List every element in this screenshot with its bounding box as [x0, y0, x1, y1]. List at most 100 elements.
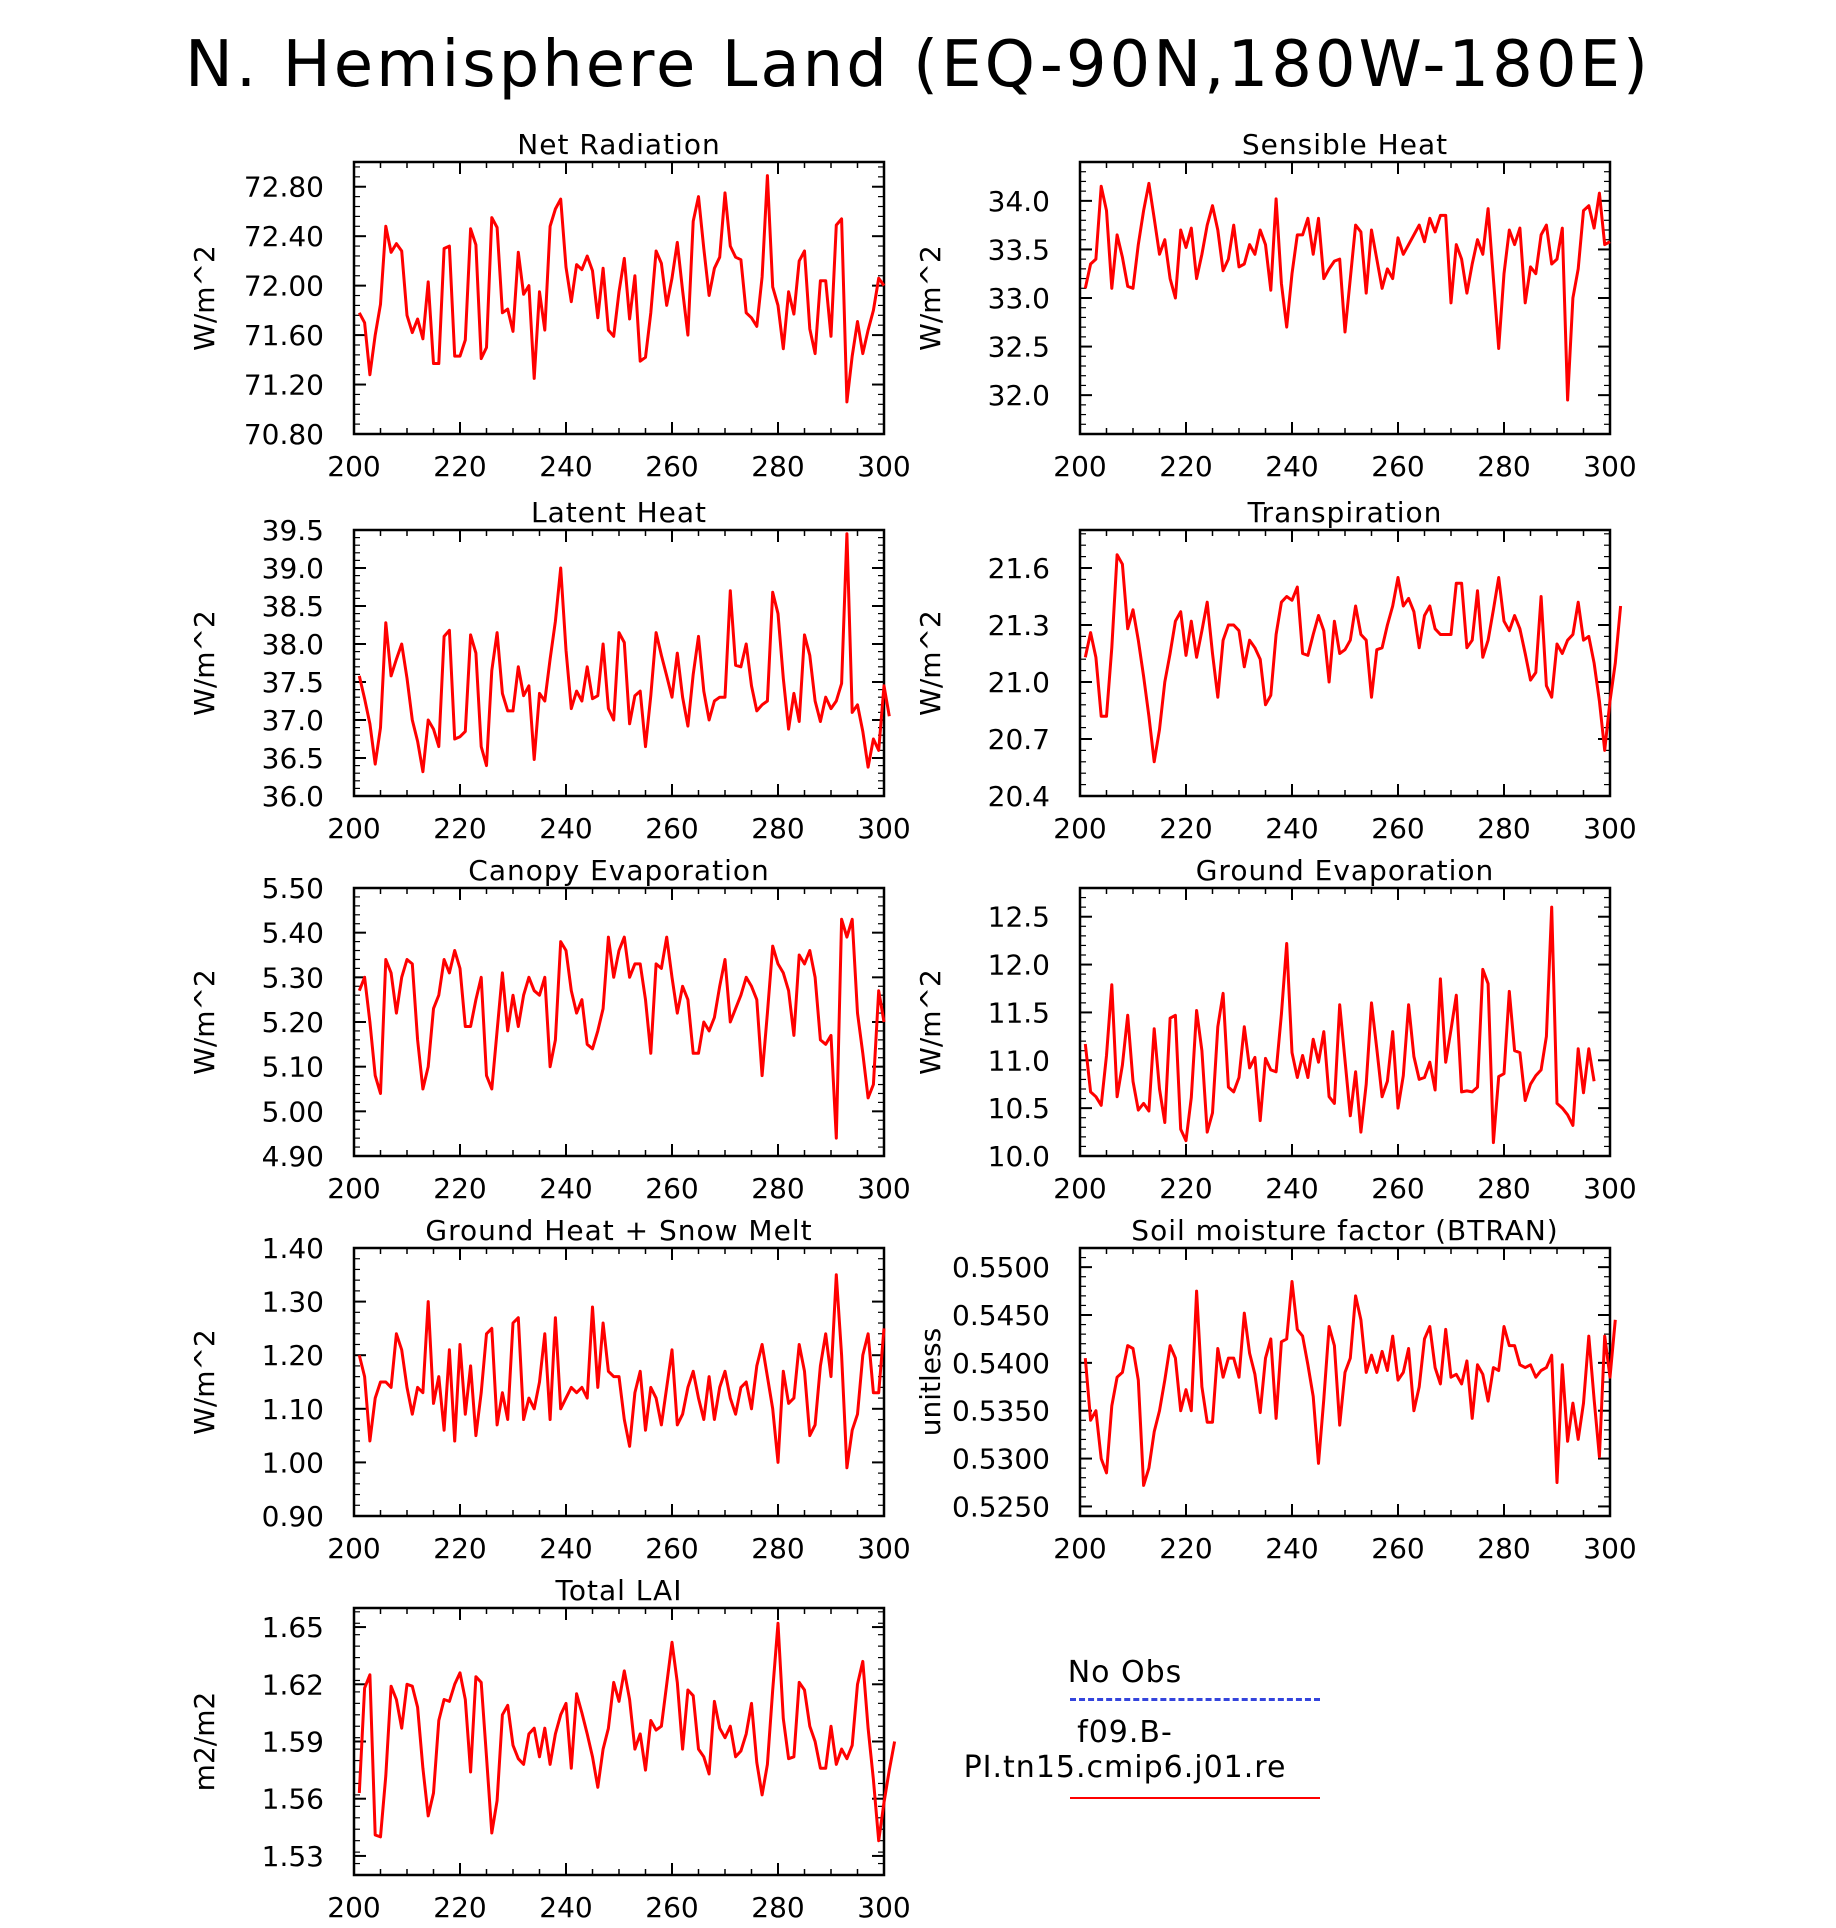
y-tick-label: 34.0	[988, 185, 1050, 218]
x-tick-label: 280	[751, 1532, 804, 1565]
y-tick-label: 72.80	[244, 171, 324, 204]
legend-model-label: f09.B-PI.tn15.cmip6.j01.re	[963, 1715, 1287, 1785]
x-tick-label: 280	[751, 1891, 804, 1924]
y-tick-label: 32.0	[988, 379, 1050, 412]
x-tick-label: 240	[539, 1532, 592, 1565]
y-tick-label: 0.5250	[952, 1490, 1050, 1523]
y-tick-label: 20.4	[988, 780, 1050, 813]
x-tick-label: 280	[1477, 1532, 1530, 1565]
x-tick-label: 200	[327, 1532, 380, 1565]
panel-title: Soil moisture factor (BTRAN)	[1131, 1214, 1558, 1247]
y-tick-label: 20.7	[988, 723, 1050, 756]
y-tick-label: 12.0	[988, 949, 1050, 982]
legend-obs-line	[1070, 1698, 1320, 1701]
x-tick-label: 220	[433, 1891, 486, 1924]
x-tick-label: 200	[327, 450, 380, 483]
x-tick-label: 260	[645, 812, 698, 845]
panel-title: Total LAI	[555, 1574, 683, 1607]
y-tick-label: 1.65	[262, 1611, 324, 1644]
x-tick-label: 220	[1159, 812, 1212, 845]
x-tick-label: 200	[327, 812, 380, 845]
plot-frame	[1078, 528, 1612, 798]
y-axis-label: unitless	[914, 1328, 947, 1436]
y-tick-label: 37.0	[262, 704, 324, 737]
x-tick-label: 280	[751, 1172, 804, 1205]
series-line	[357, 174, 886, 404]
x-tick-label: 300	[1583, 812, 1636, 845]
y-tick-label: 70.80	[244, 418, 324, 451]
y-tick-label: 1.56	[262, 1783, 324, 1816]
y-tick-label: 21.6	[988, 552, 1050, 585]
x-tick-label: 280	[751, 450, 804, 483]
y-tick-label: 71.60	[244, 319, 324, 352]
panel-title: Canopy Evaporation	[468, 854, 769, 887]
x-tick-label: 260	[645, 1891, 698, 1924]
x-tick-label: 280	[751, 812, 804, 845]
x-tick-label: 240	[1265, 450, 1318, 483]
x-tick-label: 260	[1371, 450, 1424, 483]
x-tick-label: 240	[539, 812, 592, 845]
y-tick-label: 5.50	[262, 872, 324, 905]
series-line	[1083, 905, 1596, 1145]
y-axis-label: W/m^2	[188, 1329, 221, 1435]
series-line	[1083, 181, 1611, 402]
y-tick-label: 5.30	[262, 961, 324, 994]
x-tick-label: 220	[433, 1532, 486, 1565]
x-tick-label: 280	[1477, 812, 1530, 845]
y-tick-label: 21.0	[988, 666, 1050, 699]
y-tick-label: 11.0	[988, 1044, 1050, 1077]
x-tick-label: 300	[857, 1532, 910, 1565]
y-tick-label: 39.0	[262, 552, 324, 585]
x-tick-label: 200	[1053, 450, 1106, 483]
y-axis-label: W/m^2	[188, 969, 221, 1075]
panel-title: Transpiration	[1247, 496, 1443, 529]
y-axis-label: W/m^2	[188, 245, 221, 351]
y-tick-label: 1.53	[262, 1840, 324, 1873]
x-tick-label: 220	[433, 812, 486, 845]
y-tick-label: 10.5	[988, 1092, 1050, 1125]
x-tick-label: 200	[327, 1172, 380, 1205]
y-tick-label: 5.00	[262, 1095, 324, 1128]
x-tick-label: 220	[433, 450, 486, 483]
y-tick-label: 0.5350	[952, 1395, 1050, 1428]
x-tick-label: 280	[1477, 1172, 1530, 1205]
x-tick-label: 260	[645, 450, 698, 483]
x-tick-label: 300	[1583, 1532, 1636, 1565]
panel-title: Ground Evaporation	[1196, 854, 1495, 887]
x-tick-label: 280	[1477, 450, 1530, 483]
y-tick-label: 0.5500	[952, 1251, 1050, 1284]
series-line	[357, 532, 891, 774]
plot-frame	[1078, 160, 1612, 436]
y-tick-label: 5.20	[262, 1006, 324, 1039]
series-line	[1083, 553, 1623, 764]
y-tick-label: 0.5450	[952, 1299, 1050, 1332]
y-tick-label: 32.5	[988, 331, 1050, 364]
x-tick-label: 220	[433, 1172, 486, 1205]
y-axis-label: W/m^2	[914, 610, 947, 716]
x-tick-label: 300	[857, 812, 910, 845]
x-tick-label: 260	[645, 1172, 698, 1205]
x-tick-label: 260	[1371, 812, 1424, 845]
x-tick-label: 220	[1159, 1172, 1212, 1205]
y-tick-label: 1.62	[262, 1668, 324, 1701]
y-tick-label: 33.5	[988, 233, 1050, 266]
y-tick-label: 0.90	[262, 1500, 324, 1533]
y-tick-label: 1.59	[262, 1726, 324, 1759]
y-tick-label: 4.90	[262, 1140, 324, 1173]
series-line	[357, 917, 886, 1140]
y-axis-label: W/m^2	[188, 610, 221, 716]
y-tick-label: 36.5	[262, 742, 324, 775]
plot-frame	[352, 528, 886, 798]
y-tick-label: 21.3	[988, 609, 1050, 642]
panel-title: Sensible Heat	[1242, 128, 1448, 161]
x-tick-label: 300	[1583, 1172, 1636, 1205]
y-tick-label: 39.5	[262, 514, 324, 547]
y-axis-label: W/m^2	[914, 969, 947, 1075]
x-tick-label: 200	[1053, 812, 1106, 845]
plot-frame	[1078, 886, 1612, 1158]
x-tick-label: 240	[539, 1172, 592, 1205]
x-tick-label: 240	[1265, 1532, 1318, 1565]
y-tick-label: 0.5400	[952, 1347, 1050, 1380]
series-line	[1083, 1280, 1617, 1487]
